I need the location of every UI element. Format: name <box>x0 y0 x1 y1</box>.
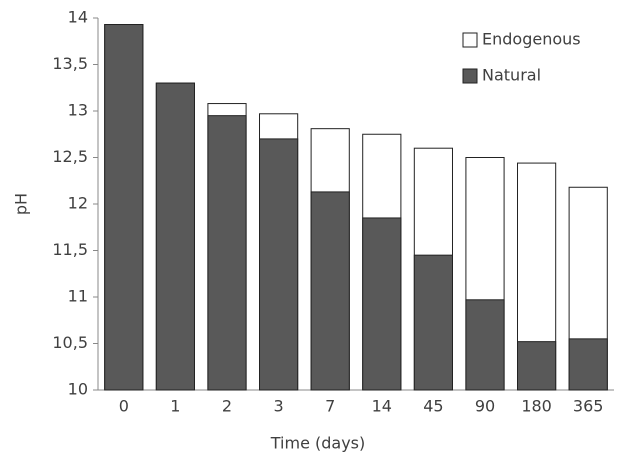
legend-swatch <box>462 32 478 48</box>
legend-label: Endogenous <box>482 30 581 49</box>
x-tick-label: 365 <box>573 397 604 416</box>
x-tick-label: 90 <box>475 397 495 416</box>
y-tick-label: 11 <box>68 287 88 306</box>
x-tick-label: 3 <box>274 397 284 416</box>
x-tick-label: 45 <box>423 397 443 416</box>
bar <box>310 191 350 391</box>
y-tick-label: 13,5 <box>52 54 88 73</box>
y-tick-label: 11,5 <box>52 240 88 259</box>
bar <box>155 82 195 391</box>
bar <box>568 338 608 391</box>
x-tick-label: 0 <box>119 397 129 416</box>
legend-swatch <box>462 68 478 84</box>
y-tick-label: 10 <box>68 380 88 399</box>
bar <box>362 217 402 391</box>
bar <box>465 299 505 391</box>
bar <box>413 254 453 391</box>
bar <box>104 24 144 391</box>
x-tick-label: 1 <box>170 397 180 416</box>
y-tick-label: 12,5 <box>52 147 88 166</box>
legend-label: Natural <box>482 66 541 85</box>
x-axis-label: Time (days) <box>270 434 366 453</box>
x-tick-label: 7 <box>325 397 335 416</box>
bar <box>517 341 557 391</box>
bar <box>207 115 247 391</box>
x-tick-label: 2 <box>222 397 232 416</box>
y-tick-label: 14 <box>68 8 88 27</box>
y-tick-label: 12 <box>68 194 88 213</box>
x-tick-label: 14 <box>372 397 392 416</box>
y-axis-label: pH <box>12 193 31 215</box>
x-tick-label: 180 <box>521 397 552 416</box>
bar <box>259 138 299 391</box>
y-tick-label: 10,5 <box>52 333 88 352</box>
y-tick-label: 13 <box>68 101 88 120</box>
